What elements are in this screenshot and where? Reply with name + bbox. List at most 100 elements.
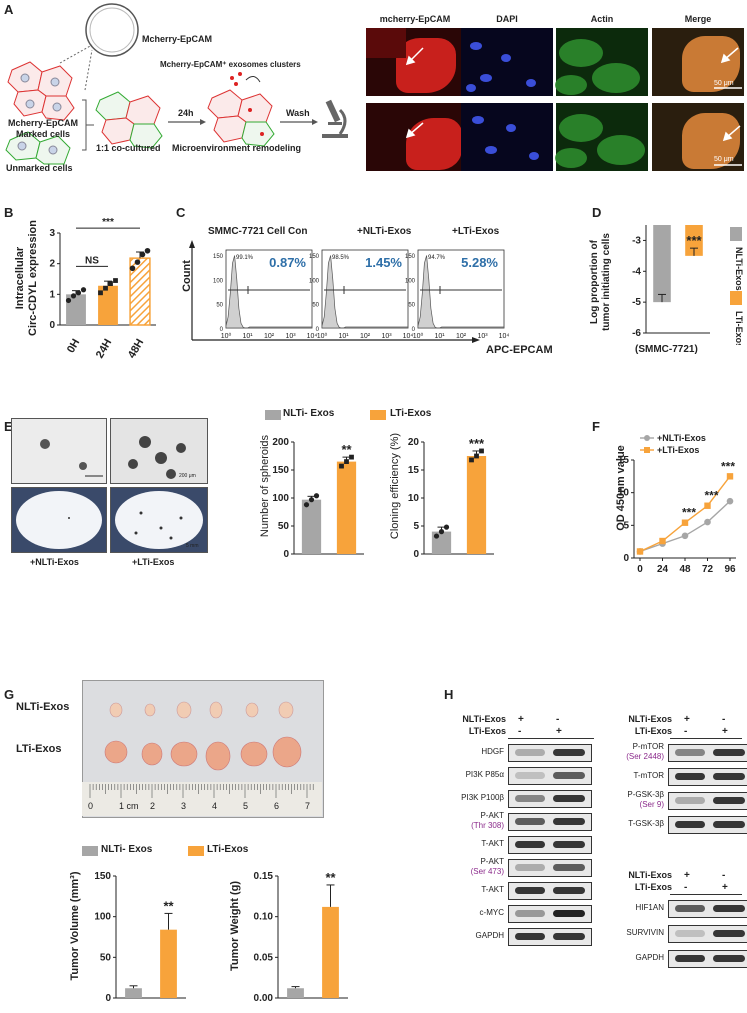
c-ytick-1-2: 100 (309, 278, 320, 284)
f-ytick-label-3: 15 (618, 455, 630, 466)
y-tick-label-d-1: -5 (632, 297, 641, 308)
c-title-1: +NLTi-Exos (357, 226, 412, 237)
c-ytick-0-3: 150 (213, 254, 224, 260)
h-rt-band-3-1 (713, 821, 745, 828)
h-left-band-2-0 (515, 795, 545, 802)
c-histogram-2 (417, 255, 505, 329)
h-left-label-8: GAPDH (475, 931, 504, 940)
point-b-2-1 (134, 259, 141, 265)
y-tick-label-g1-0: 0 (105, 993, 111, 1004)
c-title-2: +LTi-Exos (452, 226, 500, 237)
h-left-label-3: P-AKT (480, 811, 504, 820)
e-scale-top: 200 μm (179, 473, 196, 479)
h-left-label-6: T-AKT (481, 885, 504, 894)
significance-d-0: *** (686, 233, 702, 248)
h-left-blot-5 (508, 859, 592, 877)
e-legend-label-a: NLTi- Exos (283, 408, 335, 419)
c-histogram-1 (321, 255, 409, 329)
h-left-cond-sign-1-1: + (556, 726, 562, 737)
c-xtick-2-1: 10¹ (434, 333, 445, 340)
h-left-cond-label-0: NLTi-Exos (462, 714, 506, 724)
h-left-band-3-0 (515, 818, 545, 825)
y-tick-label-g1-3: 150 (94, 871, 111, 882)
f-point-0-3 (704, 518, 711, 526)
plasmid-label: Mcherry-EpCAM (142, 34, 213, 44)
c-ytick-2-0: 0 (412, 327, 416, 333)
h-rt-site-2: (Ser 9) (639, 800, 664, 809)
h-left-label-5: P-AKT (480, 857, 504, 866)
bar-e1-1 (336, 461, 357, 554)
f-significance-2: *** (721, 459, 735, 473)
h-left-blot-3 (508, 813, 592, 831)
h-left-band-4-1 (553, 841, 585, 848)
point-e1-1-2 (349, 454, 354, 460)
point-b-2-3 (144, 247, 151, 254)
y-tick-label-b-1: 1 (49, 289, 55, 300)
y-tick-label-g2-2: 0.10 (254, 912, 274, 923)
f-significance-0: *** (682, 506, 696, 520)
f-legend-marker-1 (644, 447, 650, 453)
panel-letter-c: C (176, 205, 186, 220)
f-significance-1: *** (704, 489, 718, 503)
f-xtick-label-0: 0 (637, 564, 643, 575)
clusters-label: Mcherry-EpCAM⁺ exosomes clusters (160, 60, 301, 69)
c-xtick-0-2: 10² (264, 333, 275, 340)
y-tick-label-g2-1: 0.05 (254, 952, 274, 963)
c-percent-1: 1.45% (365, 255, 402, 270)
h-rt-band-1-1 (713, 773, 745, 780)
c-xtick-2-3: 10³ (477, 333, 488, 340)
y-tick-label-b-2: 2 (49, 259, 55, 270)
actin-cells (555, 39, 645, 168)
h-left-label-7: c-MYC (479, 908, 504, 917)
h-left-label-0: HDGF (481, 747, 504, 756)
microscope-icon (322, 99, 348, 138)
scale-label-1: 50 μm (714, 80, 734, 87)
h-rt-band-3-0 (675, 821, 705, 828)
h-left-cond-sign-0-0: + (518, 714, 524, 725)
h-left-band-6-0 (515, 887, 545, 894)
y-tick-label-b-0: 0 (49, 320, 55, 331)
y-tick-label-e1-0: 0 (283, 549, 289, 560)
c-xtick-0-4: 10⁴ (307, 333, 318, 340)
scale-label-2: 50 μm (714, 156, 734, 163)
h-left-cond-sign-1-0: - (518, 726, 522, 737)
h-rt-band-0-0 (675, 749, 705, 756)
d-xlabel: (SMMC-7721) (635, 344, 698, 355)
d-legend-label-1: LTi-Exos (734, 311, 744, 345)
g-legend-label-b: LTi-Exos (207, 844, 249, 855)
panel-letter-b: B (4, 205, 14, 220)
tumors-nlti (109, 701, 294, 719)
chart-e1: 0 50 100 150 200 ** (272, 437, 364, 560)
chart-d: -6 -5 -4 -3 *** NLTi-Exos LTi-Exos (632, 225, 744, 345)
micro-header-2: Actin (590, 14, 614, 24)
point-e1-0-1 (308, 497, 315, 503)
f-legend-label-1: +LTi-Exos (657, 445, 699, 455)
dapi-nuclei (466, 42, 539, 160)
significance-e1-0: ** (341, 442, 352, 457)
c-histogram-0 (225, 255, 313, 329)
micro-header-3: Merge (684, 14, 712, 24)
c-ytick-2-1: 50 (408, 303, 415, 309)
point-b-2-2 (139, 251, 146, 258)
c-percent-0: 0.87% (269, 255, 306, 270)
spheroid-dots (40, 436, 186, 540)
h-rt-label-0: P-mTOR (632, 742, 664, 751)
h-rb-cond-label-0: NLTi-Exos (628, 870, 672, 880)
bar-b-0 (66, 294, 86, 325)
y-tick-label-g2-3: 0.15 (254, 871, 274, 882)
c-ytick-0-2: 100 (213, 278, 224, 284)
y-tick-label-e2-4: 20 (408, 437, 420, 448)
h-rt-blot-3 (668, 816, 747, 834)
h-rt-band-0-1 (713, 749, 745, 756)
c-xtick-1-3: 10³ (381, 333, 392, 340)
d-ylabel: Log proportion of tumor initiating cells (589, 233, 612, 331)
remodeling-label: Microenvironment remodeling (172, 143, 302, 153)
cat-label-b-1: 24H (94, 337, 115, 360)
h-rt-cond-sign-1-1: + (722, 726, 728, 737)
d-legend-label-0: NLTi-Exos (734, 247, 744, 291)
f-legend-label-0: +NLTi-Exos (657, 433, 706, 443)
micrograph-overlays (405, 39, 742, 168)
c-gate-label-2: 94.7% (428, 255, 446, 261)
c-xtick-1-4: 10⁴ (403, 333, 414, 340)
c-ytick-2-2: 100 (405, 278, 416, 284)
